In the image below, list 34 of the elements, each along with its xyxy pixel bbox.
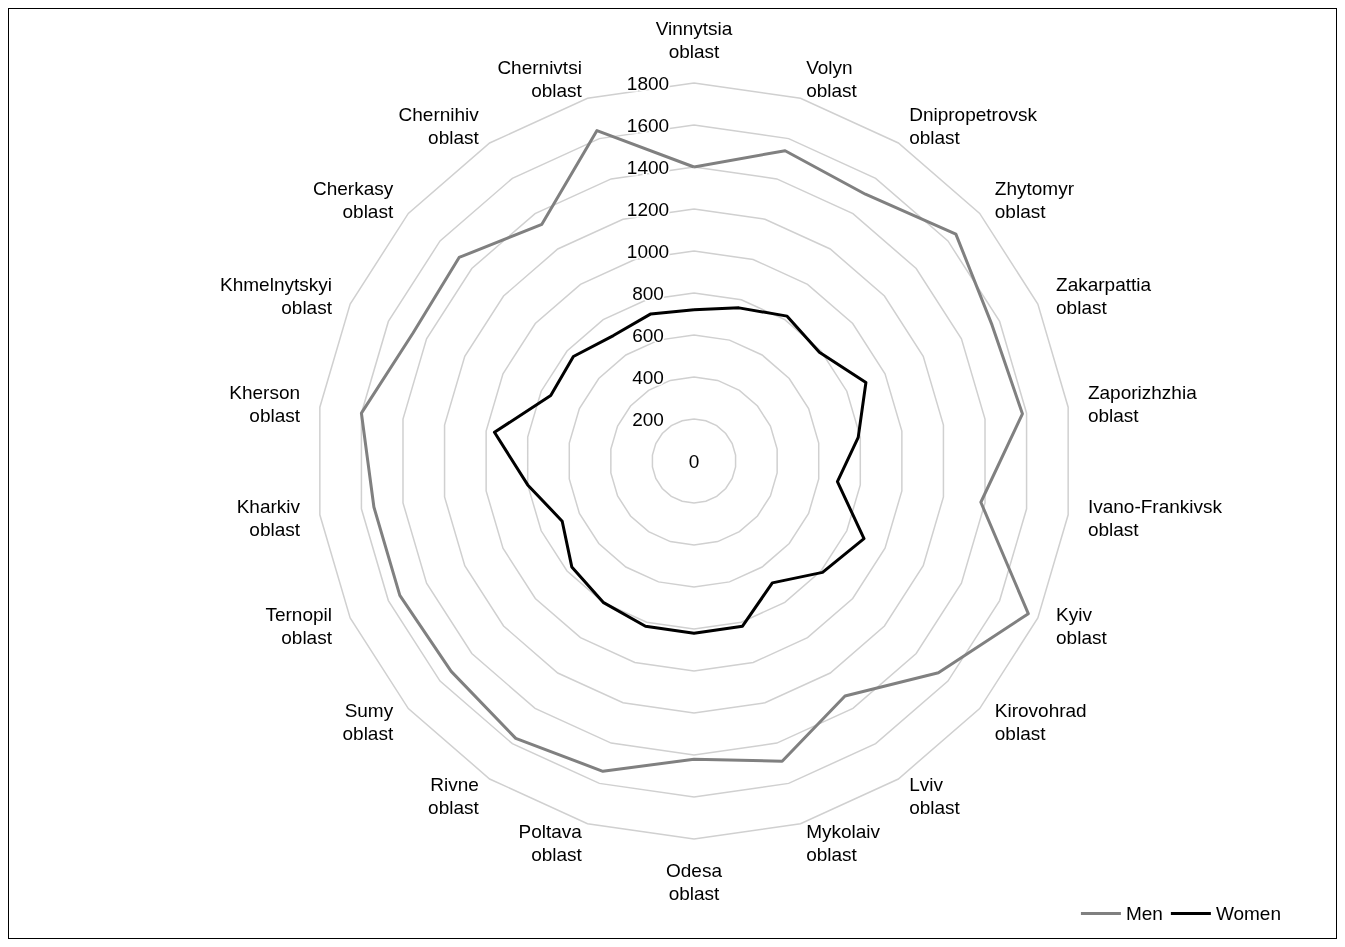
spoke-label: Sumy oblast — [342, 699, 394, 744]
spoke-label: Khmelnytskyi oblast — [220, 273, 333, 318]
spoke-label: Kharkiv oblast — [236, 495, 301, 540]
spoke-label: Chernivtsi oblast — [497, 57, 583, 102]
spoke-label: Volyn oblast — [806, 57, 858, 102]
spoke-label: Poltava oblast — [518, 820, 583, 865]
spoke-label: Zakarpattia oblast — [1056, 273, 1152, 318]
spoke-label: Zhytomyr oblast — [994, 178, 1075, 223]
spoke-label: Lviv oblast — [909, 773, 961, 818]
y-tick-label: 200 — [632, 408, 664, 430]
legend-label: Men — [1125, 903, 1163, 924]
spoke-label: Ivano-Frankivsk oblast — [1087, 495, 1223, 540]
spoke-label: Rivne oblast — [428, 773, 480, 818]
spoke-label: Mykolaiv oblast — [806, 820, 881, 865]
spoke-label: Dnipropetrovsk oblast — [909, 104, 1038, 149]
y-tick-label: 1200 — [626, 198, 670, 220]
spoke-label: Zaporizhzhia oblast — [1087, 382, 1198, 427]
y-tick-label: 400 — [632, 366, 664, 388]
spoke-label: Cherkasy oblast — [312, 178, 394, 223]
spoke-label: Ternopil oblast — [265, 604, 333, 649]
legend-label: Women — [1215, 903, 1282, 924]
y-tick-label: 1400 — [626, 156, 670, 178]
spoke-label: Kirovohrad oblast — [994, 699, 1087, 744]
spoke-label: Vinnytsia oblast — [655, 18, 733, 62]
y-tick-label: 1600 — [626, 114, 670, 136]
spoke-label: Odesa oblast — [666, 860, 723, 904]
spoke-label: Chernihiv oblast — [398, 104, 480, 149]
y-tick-label: 1800 — [626, 72, 670, 94]
y-tick-label: 1000 — [626, 240, 670, 262]
y-tick-label: 600 — [632, 324, 664, 346]
spoke-label: Kherson oblast — [229, 382, 301, 427]
y-tick-label: 0 — [688, 450, 700, 472]
spoke-label: Kyiv oblast — [1056, 604, 1108, 649]
y-tick-label: 800 — [632, 282, 664, 304]
